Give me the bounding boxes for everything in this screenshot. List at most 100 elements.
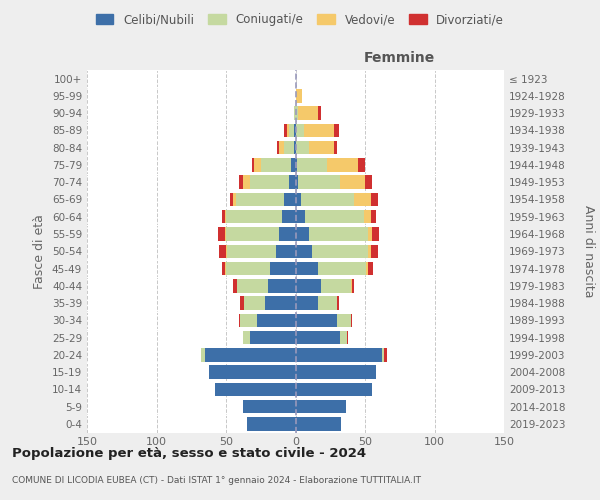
- Bar: [337, 314, 351, 327]
- Bar: [233, 279, 237, 292]
- Bar: [382, 348, 385, 362]
- Text: Popolazione per età, sesso e stato civile - 2024: Popolazione per età, sesso e stato civil…: [12, 448, 366, 460]
- Y-axis label: Anni di nascita: Anni di nascita: [582, 205, 595, 298]
- Bar: [284, 192, 296, 206]
- Bar: [224, 228, 226, 240]
- Bar: [261, 158, 292, 172]
- Bar: [296, 89, 302, 102]
- Bar: [233, 192, 236, 206]
- Bar: [250, 176, 289, 189]
- Bar: [334, 124, 338, 137]
- Bar: [244, 296, 265, 310]
- Bar: [296, 210, 305, 224]
- Bar: [224, 210, 226, 224]
- Bar: [209, 366, 296, 379]
- Bar: [320, 279, 351, 292]
- Bar: [318, 296, 337, 310]
- Bar: [372, 228, 379, 240]
- Bar: [296, 348, 382, 362]
- Bar: [226, 210, 281, 224]
- Bar: [240, 314, 257, 327]
- Bar: [318, 106, 320, 120]
- Bar: [296, 366, 376, 379]
- Text: COMUNE DI LICODIA EUBEA (CT) - Dati ISTAT 1° gennaio 2024 - Elaborazione TUTTITA: COMUNE DI LICODIA EUBEA (CT) - Dati ISTA…: [12, 476, 421, 485]
- Bar: [296, 331, 340, 344]
- Bar: [242, 400, 296, 413]
- Bar: [296, 141, 310, 154]
- Bar: [328, 158, 358, 172]
- Bar: [334, 141, 337, 154]
- Bar: [371, 192, 377, 206]
- Bar: [218, 228, 224, 240]
- Bar: [368, 262, 373, 275]
- Bar: [310, 141, 334, 154]
- Bar: [358, 158, 365, 172]
- Bar: [368, 244, 371, 258]
- Bar: [296, 314, 337, 327]
- Bar: [254, 158, 261, 172]
- Bar: [268, 279, 296, 292]
- Bar: [296, 228, 310, 240]
- Bar: [222, 262, 224, 275]
- Bar: [242, 331, 250, 344]
- Bar: [292, 158, 296, 172]
- Bar: [347, 331, 349, 344]
- Bar: [318, 262, 367, 275]
- Text: Femmine: Femmine: [364, 50, 436, 64]
- Bar: [230, 192, 233, 206]
- Bar: [371, 244, 377, 258]
- Bar: [271, 262, 296, 275]
- Bar: [297, 158, 328, 172]
- Bar: [296, 192, 301, 206]
- Bar: [296, 262, 318, 275]
- Bar: [227, 244, 276, 258]
- Bar: [296, 279, 320, 292]
- Bar: [240, 296, 244, 310]
- Bar: [289, 176, 296, 189]
- Bar: [236, 192, 284, 206]
- Bar: [351, 279, 352, 292]
- Bar: [224, 262, 226, 275]
- Bar: [296, 176, 298, 189]
- Bar: [352, 279, 354, 292]
- Bar: [222, 210, 224, 224]
- Y-axis label: Fasce di età: Fasce di età: [34, 214, 46, 288]
- Bar: [226, 244, 227, 258]
- Bar: [340, 176, 365, 189]
- Bar: [296, 296, 318, 310]
- Bar: [296, 417, 341, 430]
- Bar: [368, 228, 372, 240]
- Bar: [305, 210, 364, 224]
- Bar: [284, 124, 287, 137]
- Bar: [337, 296, 338, 310]
- Bar: [294, 106, 296, 120]
- Bar: [219, 244, 226, 258]
- Bar: [296, 158, 297, 172]
- Bar: [265, 296, 296, 310]
- Bar: [296, 400, 346, 413]
- Bar: [226, 262, 271, 275]
- Bar: [354, 192, 371, 206]
- Bar: [312, 244, 368, 258]
- Bar: [284, 141, 294, 154]
- Bar: [298, 106, 318, 120]
- Bar: [281, 210, 296, 224]
- Bar: [205, 348, 296, 362]
- Bar: [340, 331, 347, 344]
- Bar: [301, 192, 354, 206]
- Bar: [296, 124, 304, 137]
- Bar: [289, 124, 294, 137]
- Bar: [237, 279, 268, 292]
- Bar: [239, 176, 242, 189]
- Bar: [239, 314, 240, 327]
- Bar: [242, 176, 250, 189]
- Bar: [310, 228, 368, 240]
- Bar: [367, 262, 368, 275]
- Bar: [296, 382, 372, 396]
- Bar: [276, 244, 296, 258]
- Bar: [351, 314, 352, 327]
- Bar: [298, 176, 340, 189]
- Bar: [304, 124, 334, 137]
- Bar: [296, 244, 312, 258]
- Bar: [279, 228, 296, 240]
